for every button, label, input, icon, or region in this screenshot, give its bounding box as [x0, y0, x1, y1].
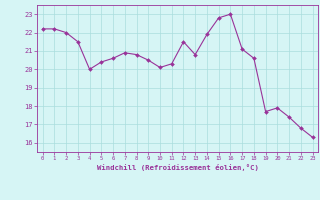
X-axis label: Windchill (Refroidissement éolien,°C): Windchill (Refroidissement éolien,°C) — [97, 164, 259, 171]
